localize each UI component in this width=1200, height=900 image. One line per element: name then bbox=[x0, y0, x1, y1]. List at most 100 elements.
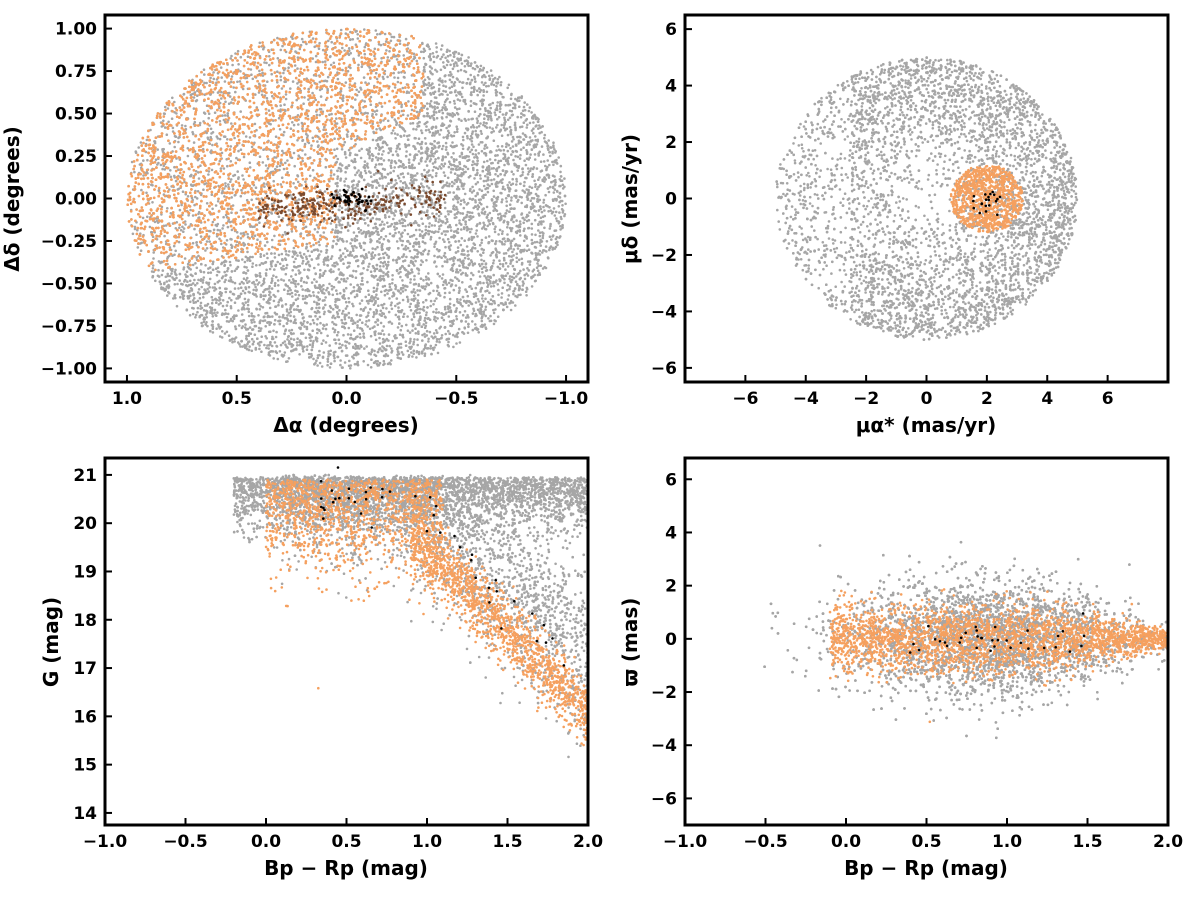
field-point bbox=[298, 156, 302, 159]
field-point bbox=[358, 318, 362, 322]
field-point bbox=[286, 338, 289, 341]
field-point bbox=[292, 308, 296, 311]
field-point bbox=[287, 208, 291, 212]
field-point bbox=[423, 137, 427, 140]
field-point bbox=[528, 169, 532, 172]
field-point bbox=[488, 126, 492, 129]
field-point bbox=[401, 336, 405, 339]
field-point bbox=[292, 151, 296, 155]
field-point bbox=[284, 161, 287, 165]
field-point bbox=[289, 87, 292, 90]
field-point bbox=[386, 221, 389, 225]
field-point bbox=[380, 290, 383, 294]
field-point bbox=[196, 306, 200, 310]
field-point bbox=[346, 223, 350, 226]
field-point bbox=[257, 82, 261, 86]
field-point bbox=[183, 180, 186, 184]
field-point bbox=[518, 229, 522, 232]
field-point bbox=[241, 258, 244, 261]
field-point bbox=[273, 284, 277, 288]
field-point bbox=[293, 64, 297, 67]
field-point bbox=[205, 247, 209, 250]
field-point bbox=[421, 240, 425, 243]
field-point bbox=[340, 277, 343, 281]
field-point bbox=[473, 177, 476, 180]
field-point bbox=[406, 172, 410, 175]
field-point bbox=[358, 149, 361, 152]
field-point bbox=[375, 128, 378, 131]
field-point bbox=[296, 304, 300, 308]
field-point bbox=[543, 226, 546, 230]
field-point bbox=[444, 332, 448, 336]
field-point bbox=[406, 349, 410, 353]
field-point bbox=[227, 183, 230, 186]
field-point bbox=[412, 294, 416, 298]
field-point bbox=[539, 264, 543, 268]
field-point bbox=[273, 268, 276, 271]
field-point bbox=[563, 177, 566, 180]
field-point bbox=[306, 345, 309, 348]
field-point bbox=[406, 114, 410, 117]
field-point bbox=[377, 332, 381, 335]
field-point bbox=[401, 186, 405, 189]
field-point bbox=[458, 264, 461, 268]
field-point bbox=[332, 173, 336, 176]
field-point bbox=[476, 65, 480, 69]
field-point bbox=[433, 254, 436, 258]
field-point bbox=[544, 193, 547, 197]
field-point bbox=[300, 284, 303, 288]
field-point bbox=[534, 192, 538, 196]
field-point bbox=[435, 248, 439, 251]
field-point bbox=[352, 249, 355, 252]
field-point bbox=[184, 273, 187, 276]
field-point bbox=[366, 216, 369, 220]
field-point bbox=[386, 292, 389, 295]
field-point bbox=[396, 174, 400, 178]
field-point bbox=[340, 117, 343, 121]
field-point bbox=[388, 285, 392, 289]
field-point bbox=[512, 158, 515, 162]
field-point bbox=[376, 364, 380, 367]
field-point bbox=[276, 289, 280, 293]
field-point bbox=[297, 123, 300, 126]
field-point bbox=[169, 175, 173, 179]
field-point bbox=[471, 328, 475, 332]
field-point bbox=[357, 63, 360, 67]
field-point bbox=[442, 84, 445, 87]
field-point bbox=[355, 88, 359, 92]
field-point bbox=[239, 237, 243, 240]
field-point bbox=[482, 221, 485, 225]
field-point bbox=[271, 94, 274, 98]
field-point bbox=[509, 244, 513, 248]
field-point bbox=[421, 41, 424, 45]
field-point bbox=[445, 145, 448, 149]
field-point bbox=[422, 65, 426, 69]
field-point bbox=[367, 319, 371, 322]
field-point bbox=[377, 304, 380, 308]
field-point bbox=[346, 277, 349, 280]
field-point bbox=[307, 87, 311, 91]
field-point bbox=[287, 66, 290, 69]
field-point bbox=[462, 206, 466, 210]
field-point bbox=[373, 47, 377, 51]
field-point bbox=[284, 272, 288, 276]
field-point bbox=[338, 256, 341, 260]
field-point bbox=[145, 138, 149, 142]
field-point bbox=[162, 119, 165, 123]
field-point bbox=[447, 165, 451, 169]
field-point bbox=[480, 189, 484, 192]
field-point bbox=[173, 176, 176, 179]
field-point bbox=[390, 347, 393, 350]
field-point bbox=[191, 299, 195, 302]
field-point bbox=[461, 147, 465, 151]
field-point bbox=[339, 292, 342, 295]
field-point bbox=[300, 276, 303, 280]
field-point bbox=[288, 286, 291, 290]
field-point bbox=[460, 62, 464, 65]
field-point bbox=[420, 140, 424, 144]
field-point bbox=[199, 235, 203, 238]
field-point bbox=[319, 95, 323, 98]
field-point bbox=[383, 293, 387, 297]
field-point bbox=[183, 278, 187, 282]
field-point bbox=[375, 186, 378, 189]
